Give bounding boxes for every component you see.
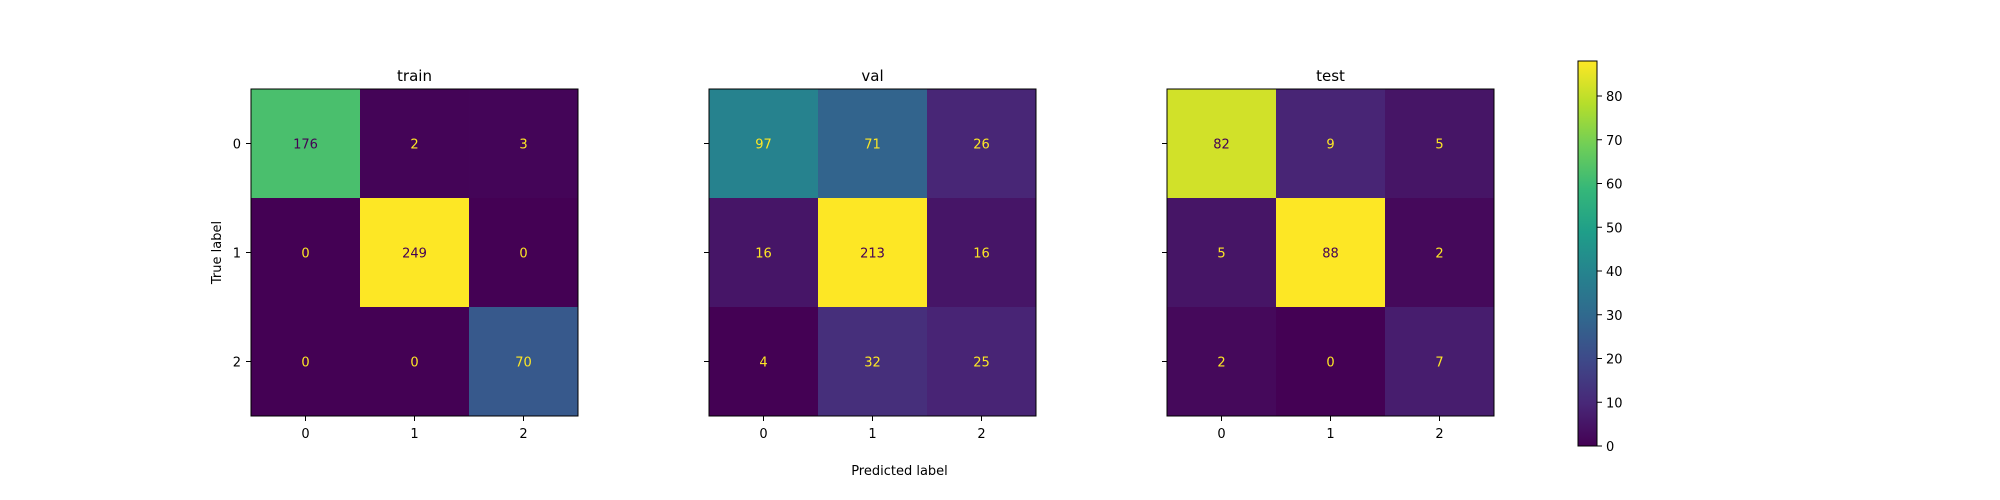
x-tick-label-test-2: 2 [1435,427,1443,442]
cell-value-train-1-0: 0 [301,247,309,262]
cell-value-train-0-2: 3 [519,138,527,153]
cell-train-0-2 [469,89,579,199]
colorbar-tick-label-50: 50 [1606,221,1623,236]
x-tick-label-train-0: 0 [301,427,309,442]
cell-test-0-0 [1167,89,1277,199]
cell-value-test-2-0: 2 [1217,356,1225,371]
x-tick-label-train-1: 1 [410,427,418,442]
cell-val-0-1 [818,89,928,199]
cell-value-val-2-0: 4 [759,356,767,371]
y-tick-label-train-0: 0 [233,138,241,153]
cell-val-1-2 [927,198,1037,308]
cell-value-test-0-2: 5 [1435,138,1443,153]
x-axis-label: Predicted label [851,464,948,479]
cell-value-train-2-0: 0 [301,356,309,371]
cell-value-test-0-1: 9 [1326,138,1334,153]
x-tick-label-test-0: 0 [1217,427,1225,442]
cell-val-2-2 [927,307,1037,417]
cell-train-2-1 [360,307,470,417]
cell-value-train-0-0: 176 [293,138,318,153]
cell-test-1-0 [1167,198,1277,308]
cell-value-train-2-2: 70 [515,356,532,371]
cell-value-test-1-1: 88 [1322,247,1339,262]
cell-test-0-2 [1385,89,1495,199]
cell-train-1-1 [360,198,470,308]
cell-train-0-0 [251,89,361,199]
cell-val-0-0 [709,89,819,199]
cell-test-2-0 [1167,307,1277,417]
colorbar-tick-label-10: 10 [1606,396,1623,411]
colorbar-tick-label-0: 0 [1606,440,1614,455]
colorbar-tick-label-80: 80 [1606,90,1623,105]
panel-title-val: val [861,67,883,85]
cell-value-test-1-0: 5 [1217,247,1225,262]
cell-val-1-0 [709,198,819,308]
cell-value-test-0-0: 82 [1213,138,1230,153]
cell-train-2-0 [251,307,361,417]
x-tick-label-val-2: 2 [977,427,985,442]
cell-test-1-1 [1276,198,1386,308]
panel-title-test: test [1316,67,1345,85]
y-axis-label: True label [210,221,225,285]
cell-value-train-0-1: 2 [410,138,418,153]
panel-test: 82 9 5 5 88 2 2 0 7 test 0 1 2 [1162,67,1495,442]
colorbar-tick-label-20: 20 [1606,353,1623,368]
cell-value-val-1-1: 213 [860,247,885,262]
cell-train-2-2 [469,307,579,417]
cell-val-2-1 [818,307,928,417]
panel-train: 176 2 3 0 249 0 0 0 70 train 0 1 2 0 1 2 True label [210,67,579,442]
cell-value-train-1-1: 249 [402,247,427,262]
cell-train-1-0 [251,198,361,308]
cell-value-val-1-2: 16 [973,247,990,262]
cell-value-val-1-0: 16 [755,247,772,262]
cell-value-val-0-0: 97 [755,138,772,153]
cell-test-0-1 [1276,89,1386,199]
panel-title-train: train [397,67,432,85]
colorbar-frame [1577,60,1598,447]
colorbar-gradient-bar [1578,61,1597,446]
x-tick-label-val-1: 1 [868,427,876,442]
cell-test-2-1 [1276,307,1386,417]
cell-test-1-2 [1385,198,1495,308]
cell-value-val-0-1: 71 [864,138,881,153]
colorbar-tick-label-30: 30 [1606,309,1623,324]
cell-value-train-1-2: 0 [519,247,527,262]
cell-value-train-2-1: 0 [410,356,418,371]
cell-value-test-1-2: 2 [1435,247,1443,262]
cell-train-0-1 [360,89,470,199]
colorbar-tick-label-70: 70 [1606,134,1623,149]
cell-val-2-0 [709,307,819,417]
cell-value-val-0-2: 26 [973,138,990,153]
colorbar: 0 10 20 30 40 50 60 70 80 [1577,60,1623,455]
cell-value-test-2-2: 7 [1435,356,1443,371]
cell-value-val-2-1: 32 [864,356,881,371]
colorbar-tick-label-40: 40 [1606,265,1623,280]
cell-val-0-2 [927,89,1037,199]
y-tick-label-train-1: 1 [233,247,241,262]
x-tick-label-test-1: 1 [1326,427,1334,442]
cell-value-test-2-1: 0 [1326,356,1334,371]
x-tick-label-val-0: 0 [759,427,767,442]
y-tick-label-train-2: 2 [233,356,241,371]
colorbar-tick-label-60: 60 [1606,178,1623,193]
cell-test-2-2 [1385,307,1495,417]
cell-train-1-2 [469,198,579,308]
cell-value-val-2-2: 25 [973,356,990,371]
panel-val: 97 71 26 16 213 16 4 32 25 val 0 1 2 Predicted label [704,67,1037,479]
cell-val-1-1 [818,198,928,308]
x-tick-label-train-2: 2 [519,427,527,442]
